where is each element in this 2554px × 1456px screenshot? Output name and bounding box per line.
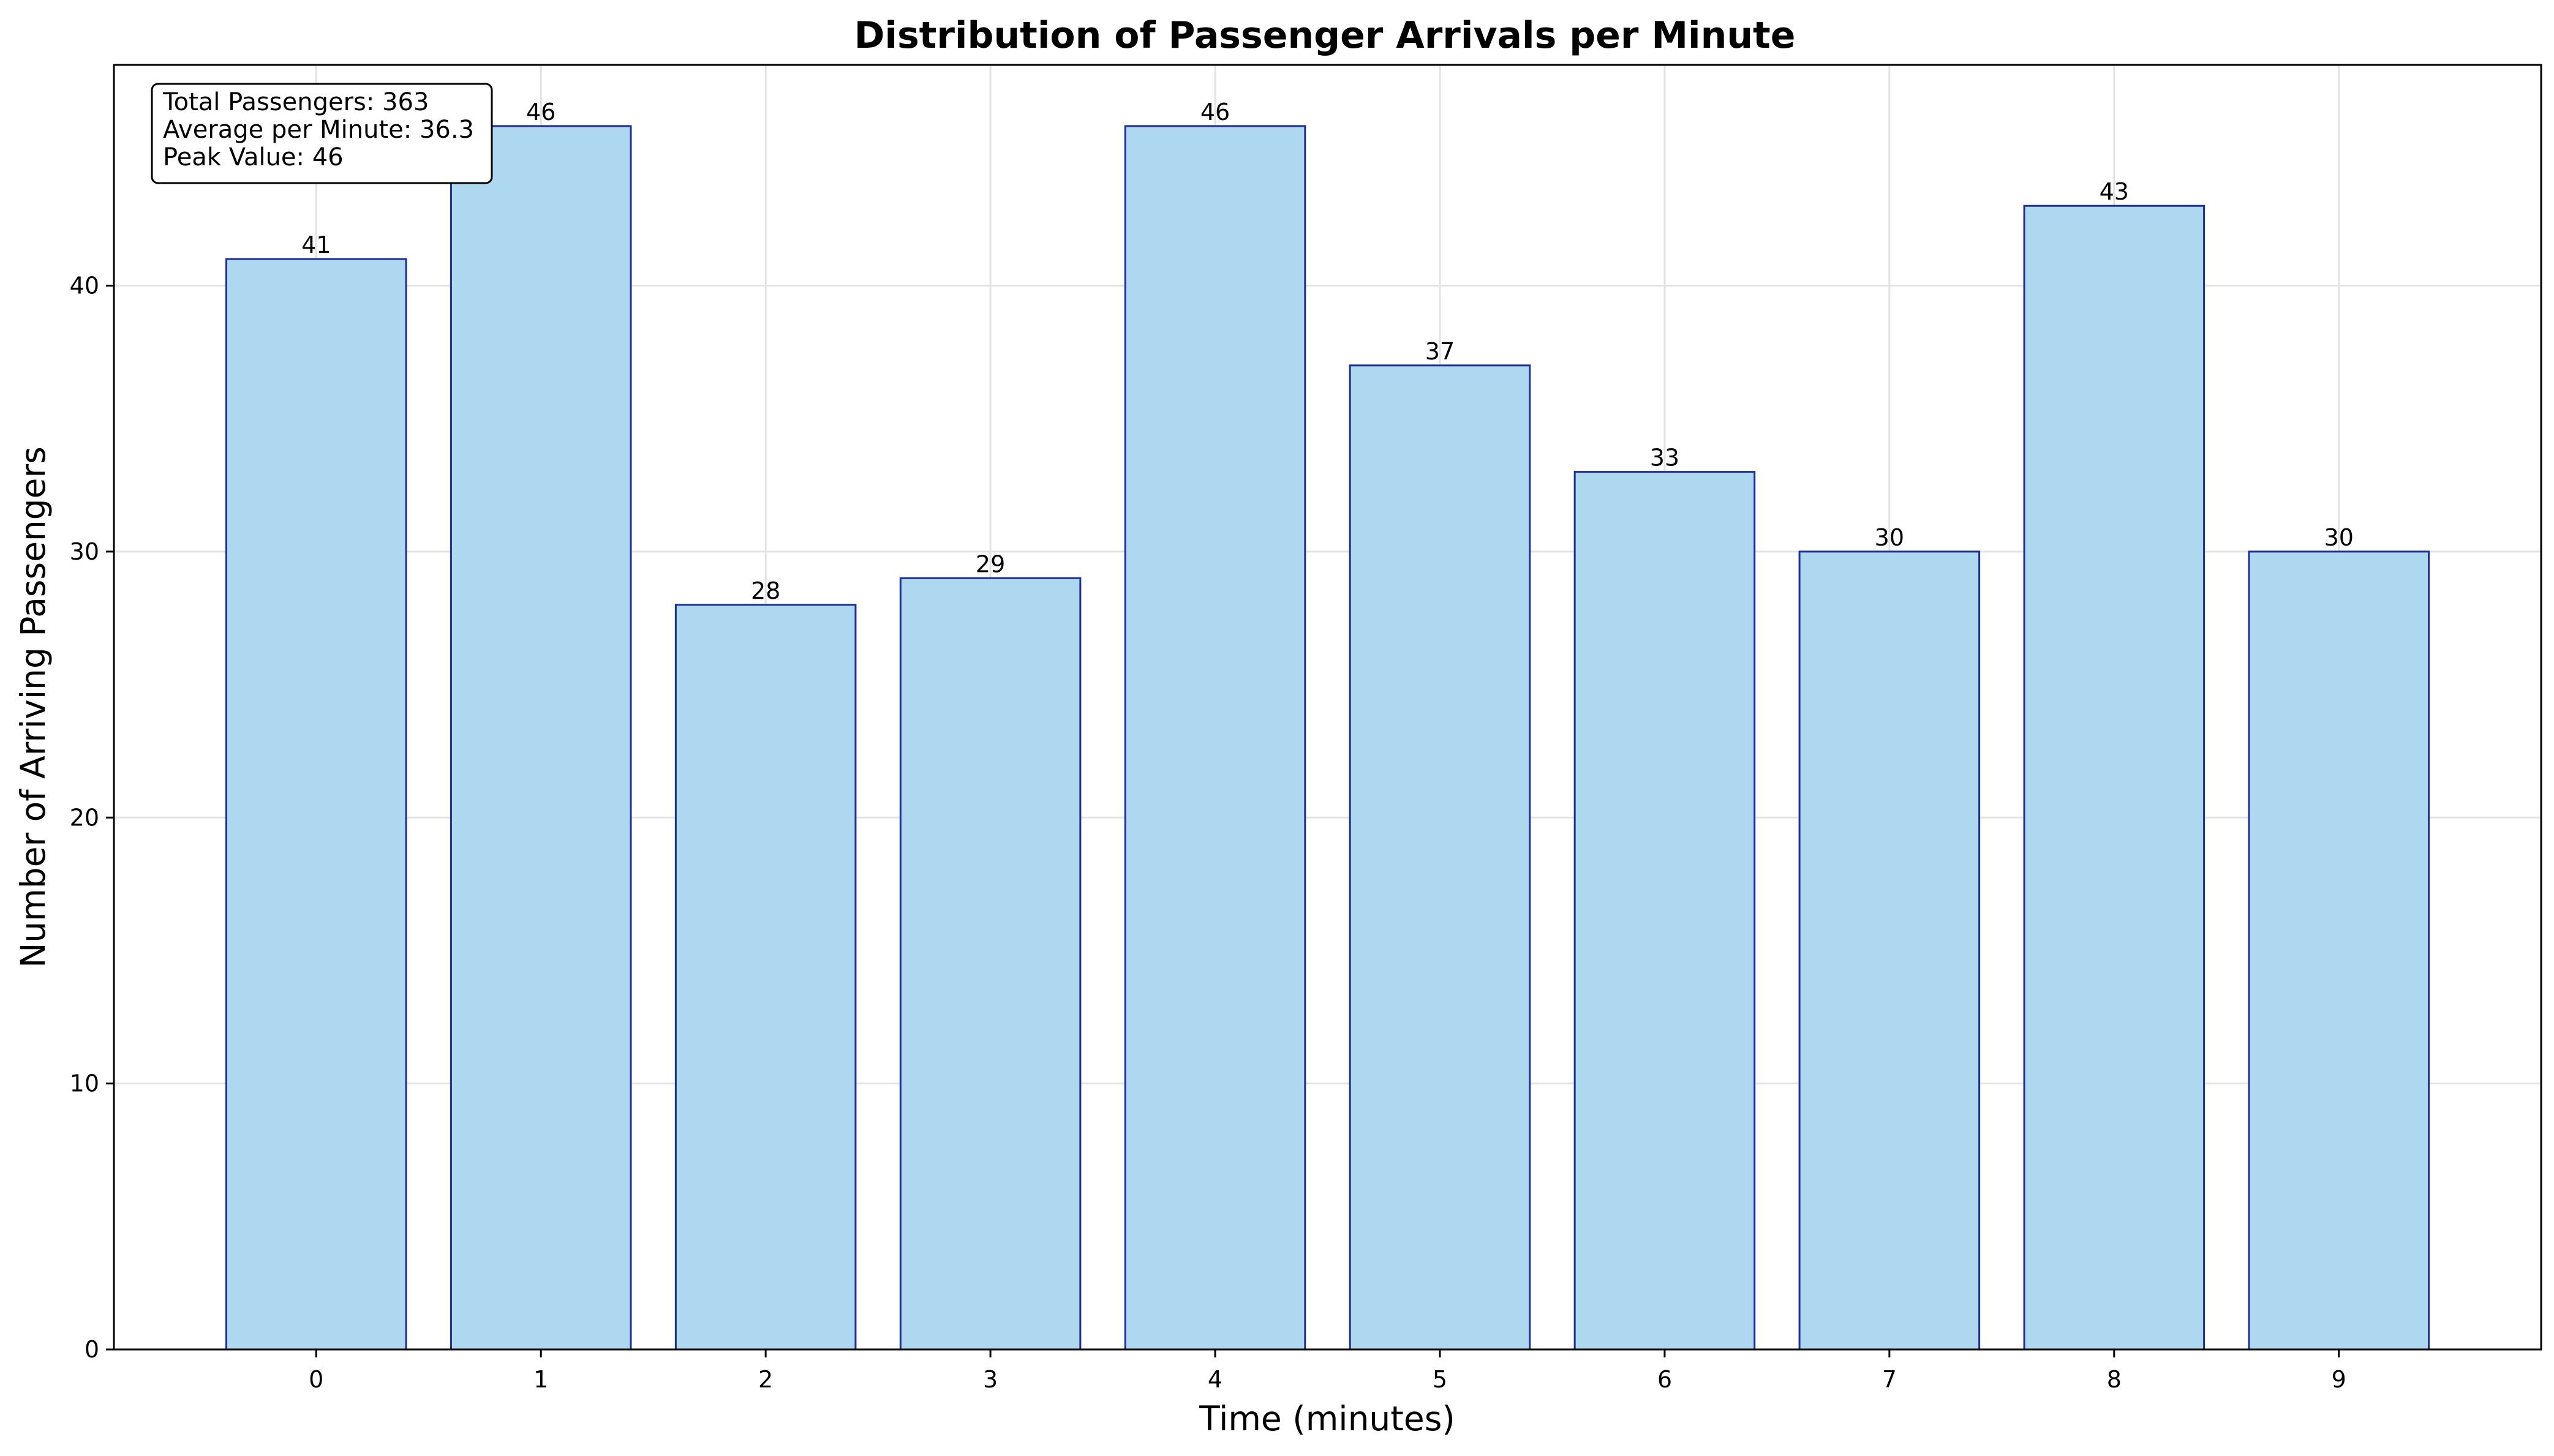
bar-minute-1 — [450, 125, 632, 1351]
data-labels: 41 46 28 29 46 37 33 30 43 30 — [301, 99, 2354, 604]
x-axis-label: Time (minutes) — [1199, 1399, 1455, 1438]
bar-minute-9 — [2248, 550, 2430, 1351]
bar-minute-7 — [1798, 550, 1981, 1351]
y-tick-label: 40 — [70, 272, 99, 299]
x-tick-label: 9 — [2332, 1366, 2346, 1393]
plot-frame — [113, 64, 2542, 1351]
bar-value-label: 46 — [1200, 99, 1230, 126]
x-tick-label: 2 — [758, 1366, 773, 1393]
stats-line-total: Total Passengers: 363 — [162, 88, 429, 116]
y-axis-ticks: 0 10 20 30 40 — [70, 272, 114, 1363]
y-axis-label: Number of Arriving Passengers — [13, 446, 53, 968]
y-tick-label: 0 — [85, 1336, 99, 1363]
bar-value-label: 30 — [1875, 524, 1904, 551]
y-tick-label: 30 — [70, 538, 99, 565]
x-tick-label: 4 — [1208, 1366, 1222, 1393]
chart-title: Distribution of Passenger Arrivals per M… — [854, 14, 1796, 57]
bar-value-label: 28 — [751, 577, 780, 604]
bar-minute-2 — [674, 604, 857, 1351]
x-tick-label: 3 — [983, 1366, 998, 1393]
bar-minute-4 — [1124, 125, 1306, 1351]
bar-value-label: 46 — [526, 99, 556, 126]
bars — [225, 125, 2430, 1351]
bar-value-label: 33 — [1650, 445, 1679, 471]
x-tick-label: 8 — [2107, 1366, 2122, 1393]
y-tick-label: 20 — [70, 804, 99, 831]
stats-line-average: Average per Minute: 36.3 — [163, 116, 474, 144]
x-tick-label: 5 — [1433, 1366, 1447, 1393]
stats-annotation: Total Passengers: 363 Average per Minute… — [151, 83, 493, 184]
x-tick-label: 6 — [1657, 1366, 1672, 1393]
bar-minute-3 — [899, 577, 1082, 1351]
x-tick-label: 0 — [309, 1366, 323, 1393]
bar-value-label: 43 — [2100, 178, 2129, 205]
x-tick-label: 7 — [1882, 1366, 1897, 1393]
y-tick-label: 10 — [70, 1070, 99, 1097]
bar-minute-8 — [2023, 205, 2206, 1351]
stats-annotation-box — [151, 83, 493, 184]
bar-value-label: 41 — [301, 231, 331, 258]
bar-minute-6 — [1573, 471, 1756, 1351]
x-axis-ticks: 0 1 2 3 4 5 6 7 8 9 — [309, 1349, 2346, 1393]
bar-minute-0 — [225, 258, 407, 1351]
x-tick-label: 1 — [533, 1366, 548, 1393]
stats-line-peak: Peak Value: 46 — [163, 143, 344, 171]
bar-value-label: 29 — [976, 550, 1005, 577]
bar-value-label: 30 — [2324, 524, 2354, 551]
bar-minute-5 — [1349, 364, 1531, 1351]
bar-value-label: 37 — [1425, 338, 1455, 365]
